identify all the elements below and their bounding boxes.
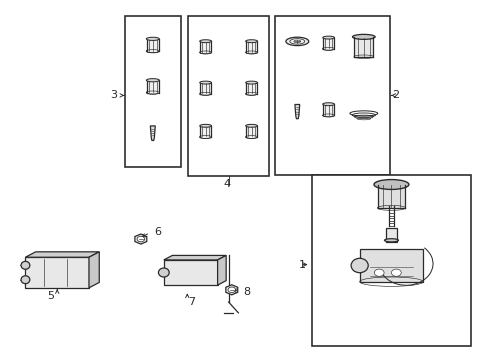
Ellipse shape bbox=[245, 93, 257, 95]
Text: 2: 2 bbox=[392, 90, 399, 100]
Bar bbox=[163, 260, 217, 285]
Bar bbox=[25, 257, 89, 288]
Polygon shape bbox=[225, 285, 237, 295]
Circle shape bbox=[374, 269, 383, 276]
Polygon shape bbox=[163, 256, 225, 260]
Text: 6: 6 bbox=[154, 227, 161, 237]
Circle shape bbox=[137, 236, 144, 242]
Polygon shape bbox=[217, 256, 225, 285]
Bar bbox=[146, 39, 159, 51]
Text: 3: 3 bbox=[110, 90, 117, 100]
Bar bbox=[200, 41, 211, 53]
Bar bbox=[200, 126, 211, 137]
Ellipse shape bbox=[245, 51, 257, 54]
Bar bbox=[274, 16, 389, 175]
Ellipse shape bbox=[21, 276, 30, 284]
Polygon shape bbox=[135, 234, 146, 244]
Ellipse shape bbox=[158, 268, 169, 277]
Ellipse shape bbox=[384, 239, 398, 242]
Circle shape bbox=[227, 287, 235, 293]
Ellipse shape bbox=[146, 37, 159, 40]
Bar bbox=[354, 37, 372, 57]
Text: 4: 4 bbox=[224, 179, 230, 189]
Ellipse shape bbox=[245, 136, 257, 139]
Ellipse shape bbox=[199, 40, 211, 42]
Text: 5: 5 bbox=[47, 291, 54, 301]
Bar bbox=[200, 82, 211, 94]
Ellipse shape bbox=[352, 34, 374, 39]
Ellipse shape bbox=[146, 50, 159, 53]
Bar bbox=[359, 249, 423, 282]
Bar bbox=[245, 126, 257, 137]
Polygon shape bbox=[89, 252, 99, 288]
Ellipse shape bbox=[199, 51, 211, 54]
Bar bbox=[245, 41, 257, 53]
Ellipse shape bbox=[245, 40, 257, 42]
Ellipse shape bbox=[199, 136, 211, 139]
Ellipse shape bbox=[322, 114, 334, 117]
Bar bbox=[323, 104, 333, 116]
Ellipse shape bbox=[350, 258, 367, 273]
Ellipse shape bbox=[285, 37, 308, 46]
Polygon shape bbox=[25, 252, 99, 257]
Text: 8: 8 bbox=[243, 287, 250, 297]
Bar bbox=[188, 16, 268, 176]
Bar bbox=[146, 80, 159, 93]
Text: 7: 7 bbox=[188, 297, 195, 307]
Ellipse shape bbox=[199, 93, 211, 95]
Bar bbox=[377, 184, 404, 208]
Bar bbox=[323, 37, 333, 49]
Polygon shape bbox=[294, 104, 299, 119]
Bar bbox=[386, 228, 396, 242]
Ellipse shape bbox=[322, 48, 334, 50]
Bar bbox=[124, 16, 181, 167]
Ellipse shape bbox=[245, 81, 257, 84]
Ellipse shape bbox=[146, 91, 159, 94]
Circle shape bbox=[390, 269, 400, 276]
Ellipse shape bbox=[293, 40, 300, 43]
Ellipse shape bbox=[322, 36, 334, 39]
Ellipse shape bbox=[146, 78, 159, 82]
Bar bbox=[245, 82, 257, 94]
Ellipse shape bbox=[199, 124, 211, 127]
Ellipse shape bbox=[199, 81, 211, 84]
Text: 1: 1 bbox=[298, 260, 305, 270]
Ellipse shape bbox=[289, 39, 304, 44]
Ellipse shape bbox=[245, 124, 257, 127]
Polygon shape bbox=[150, 126, 155, 140]
Bar bbox=[311, 175, 470, 346]
Ellipse shape bbox=[21, 261, 30, 269]
Ellipse shape bbox=[373, 180, 408, 189]
Ellipse shape bbox=[322, 103, 334, 105]
